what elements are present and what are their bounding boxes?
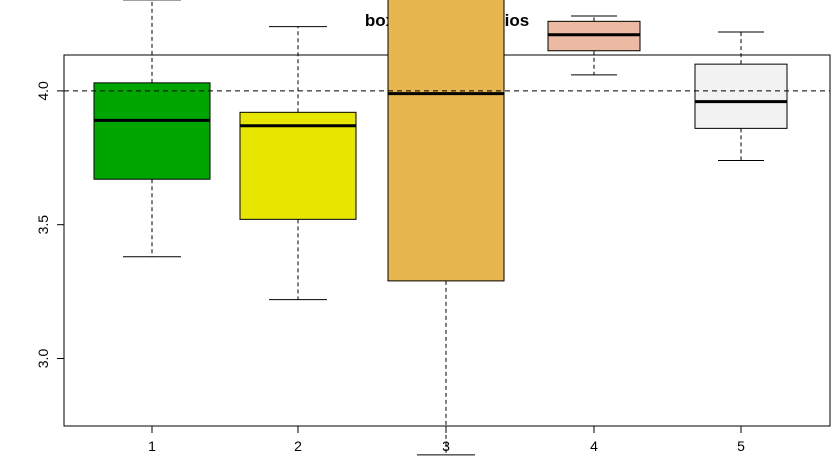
box-4	[547, 15, 641, 76]
x-tick-label: 5	[737, 438, 745, 454]
box-3	[387, 0, 505, 456]
iqr-box	[239, 111, 357, 220]
boxes-layer	[93, 0, 788, 456]
box-2	[239, 26, 357, 301]
x-axis: 1 2 3 4 5	[148, 426, 745, 454]
iqr-box	[93, 82, 211, 180]
x-tick-label: 4	[590, 438, 598, 454]
x-tick-label: 1	[148, 438, 156, 454]
box-5	[694, 31, 788, 161]
x-tick-label: 2	[294, 438, 302, 454]
iqr-box	[694, 63, 788, 129]
y-tick-label: 3.5	[35, 215, 51, 235]
iqr-box	[387, 0, 505, 282]
y-axis: 3.03.54.04.55.0	[35, 81, 64, 369]
y-tick-label: 3.0	[35, 349, 51, 369]
box-1	[93, 0, 211, 258]
x-tick-label: 3	[442, 438, 450, 454]
y-tick-label: 4.0	[35, 81, 51, 101]
